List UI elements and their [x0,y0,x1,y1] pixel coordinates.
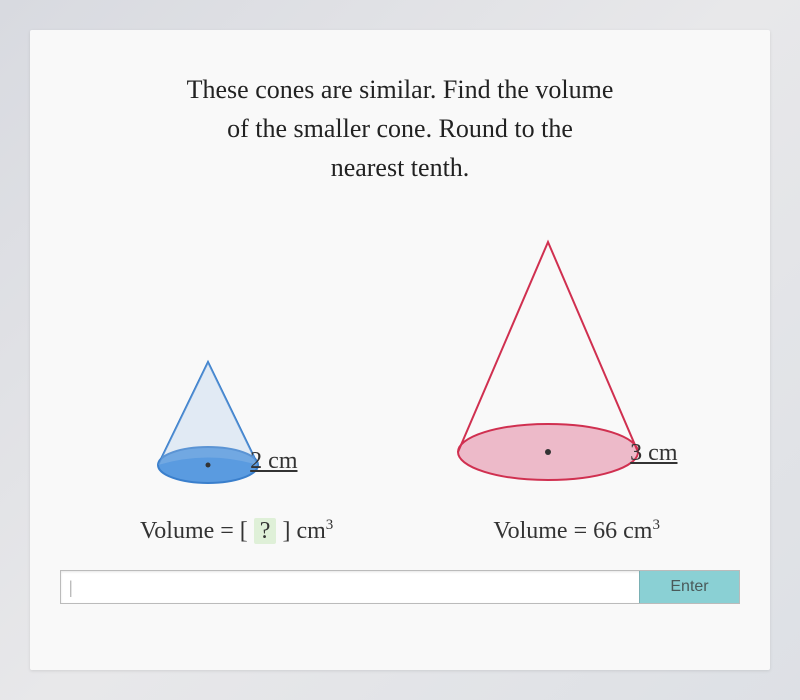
volume-row: Volume = [ ? ] cm3 Volume = 66 cm3 [60,517,740,545]
large-cone-label: 3 cm [630,440,677,467]
answer-input[interactable] [61,571,639,603]
small-cone-diagram: 2 cm [138,337,278,487]
volume-exp: 3 [326,517,334,533]
problem-line-2: of the smaller cone. Round to the [227,114,573,143]
large-cone-diagram: 3 cm [433,227,663,487]
diagrams-row: 2 cm 3 cm [60,207,740,487]
volume-prefix-2: Volume = [493,518,593,544]
large-cone-volume: Volume = 66 cm3 [493,517,660,545]
volume-unit: cm [617,518,652,544]
problem-statement: These cones are similar. Find the volume… [60,70,740,187]
volume-prefix: Volume = [ [140,518,254,544]
question-mark-blank: ? [254,518,277,544]
volume-exp-2: 3 [652,517,660,533]
answer-input-row: Enter [60,570,740,604]
problem-line-3: nearest tenth. [331,153,470,182]
problem-line-1: These cones are similar. Find the volume [187,75,614,104]
volume-suffix: ] cm [276,518,325,544]
large-cone-svg [433,227,663,487]
content-area: These cones are similar. Find the volume… [30,30,770,670]
small-cone-volume: Volume = [ ? ] cm3 [140,517,333,545]
volume-value: 66 [593,518,617,544]
enter-button[interactable]: Enter [639,571,739,603]
small-cone-label: 2 cm [250,448,297,475]
